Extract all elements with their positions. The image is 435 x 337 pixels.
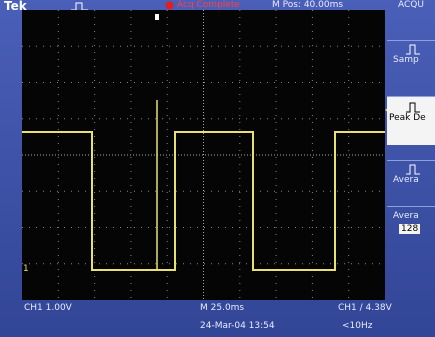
trigger-level: CH1 ∕ 4.38V [338,303,392,313]
menu-item[interactable]: Avera 128 [387,206,435,259]
frequency: <10Hz [342,321,373,331]
graticule [22,10,385,300]
menu-label: Avera [393,211,419,221]
position: M Pos: 40.00ms [272,0,344,10]
menu-label: Peak De [389,113,426,123]
menu-title: ACQU [398,0,424,10]
menu-label: Avera [393,175,419,185]
menu-label: Samp [393,55,419,65]
status: Acq Complete [177,0,240,10]
menu-value: 128 [399,224,421,234]
channel-marker: 1 [23,264,29,274]
brand: Tek [4,0,27,13]
date: 24-Mar-04 13:54 [200,321,275,331]
status-dot [165,1,174,10]
timebase: M 25.0ms [200,303,245,313]
menu-item[interactable]: Samp [387,40,435,81]
menu-item-selected[interactable]: Peak De [387,96,435,145]
screen: 1 [22,10,385,300]
channel-scale: CH1 1.00V [24,303,72,313]
menu-item[interactable]: Avera [387,160,435,205]
